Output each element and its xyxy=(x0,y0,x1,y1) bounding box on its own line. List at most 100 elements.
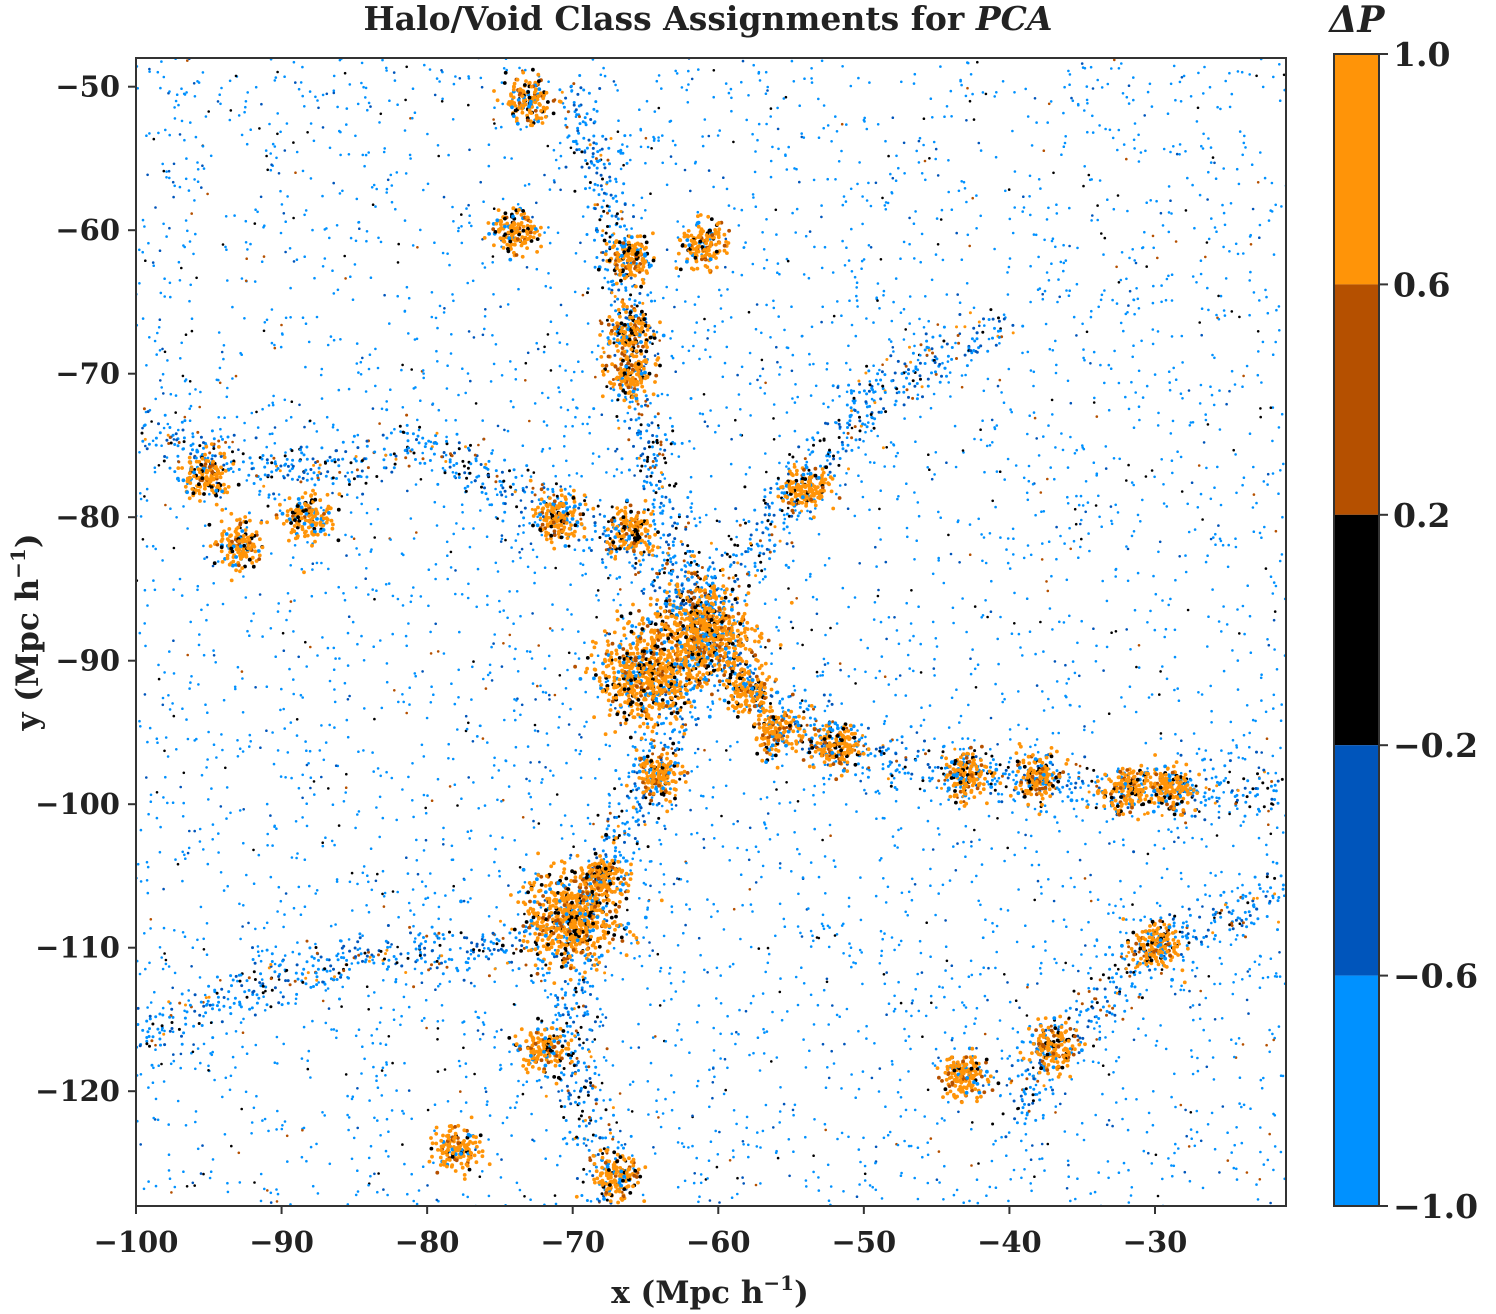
scatter-point xyxy=(1009,1092,1012,1096)
scatter-point xyxy=(145,364,148,367)
scatter-point xyxy=(863,788,866,792)
scatter-point xyxy=(1173,1072,1176,1076)
scatter-point xyxy=(855,1195,859,1198)
scatter-point xyxy=(1006,846,1009,850)
scatter-point xyxy=(821,838,824,842)
scatter-point xyxy=(196,588,199,592)
scatter-point xyxy=(444,419,448,422)
scatter-point xyxy=(1256,1198,1260,1201)
scatter-point xyxy=(1170,985,1173,988)
scatter-point xyxy=(608,801,611,805)
scatter-point xyxy=(1067,1175,1070,1178)
scatter-point xyxy=(710,915,713,919)
scatter-point xyxy=(547,654,551,658)
scatter-point xyxy=(936,827,940,830)
scatter-point xyxy=(812,362,815,366)
scatter-point xyxy=(754,1183,758,1187)
scatter-point xyxy=(519,128,522,131)
scatter-point xyxy=(196,180,200,183)
scatter-point xyxy=(168,133,171,137)
scatter-point xyxy=(1065,578,1069,582)
scatter-point xyxy=(363,1057,366,1061)
scatter-point xyxy=(597,455,601,458)
scatter-point xyxy=(1259,415,1262,419)
scatter-point xyxy=(219,496,222,499)
scatter-point xyxy=(894,277,898,280)
scatter-point xyxy=(469,897,472,900)
scatter-point xyxy=(1196,1056,1199,1060)
scatter-point xyxy=(1178,153,1181,156)
scatter-point xyxy=(202,937,205,941)
scatter-point xyxy=(566,1030,570,1034)
scatter-point xyxy=(190,317,194,321)
scatter-point xyxy=(218,366,222,370)
scatter-point xyxy=(1053,660,1057,663)
scatter-point xyxy=(1278,975,1282,978)
scatter-point xyxy=(461,511,464,514)
scatter-point xyxy=(462,899,466,903)
scatter-point xyxy=(912,634,915,638)
scatter-point xyxy=(161,347,164,351)
scatter-point xyxy=(387,1130,390,1133)
scatter-point xyxy=(1007,188,1011,191)
scatter-point xyxy=(1029,369,1033,372)
scatter-point xyxy=(518,524,521,528)
scatter-point xyxy=(495,906,498,909)
scatter-point xyxy=(689,808,692,812)
scatter-point xyxy=(491,776,494,779)
scatter-point xyxy=(273,1061,277,1064)
scatter-point xyxy=(821,1042,825,1046)
scatter-point xyxy=(244,219,248,223)
scatter-point xyxy=(865,127,869,131)
scatter-point xyxy=(286,195,289,198)
scatter-point xyxy=(991,441,994,444)
scatter-point xyxy=(593,1038,597,1041)
scatter-point xyxy=(466,900,470,904)
scatter-point xyxy=(279,130,282,134)
scatter-point xyxy=(436,1020,440,1023)
scatter-point xyxy=(748,888,752,891)
scatter-point xyxy=(1034,513,1037,517)
scatter-point xyxy=(850,270,854,273)
scatter-point xyxy=(1030,863,1034,867)
scatter-point xyxy=(715,966,719,970)
scatter-point xyxy=(1031,945,1035,949)
scatter-point xyxy=(1134,710,1138,714)
scatter-point xyxy=(529,761,532,764)
scatter-point xyxy=(1121,92,1125,95)
scatter-point xyxy=(1054,245,1057,249)
scatter-point xyxy=(197,81,201,84)
scatter-point xyxy=(200,773,204,777)
scatter-point xyxy=(832,1062,836,1065)
scatter-point xyxy=(463,1033,466,1036)
scatter-point xyxy=(644,883,647,886)
scatter-point xyxy=(1170,1164,1173,1167)
scatter-point xyxy=(515,1101,518,1104)
scatter-point xyxy=(557,726,560,729)
scatter-point xyxy=(799,931,802,935)
scatter-point xyxy=(1235,1167,1238,1171)
scatter-point xyxy=(724,237,728,241)
scatter-point xyxy=(155,737,159,740)
scatter-point xyxy=(1141,246,1144,250)
scatter-point xyxy=(265,318,269,322)
scatter-point xyxy=(823,563,827,567)
scatter-point xyxy=(1090,219,1093,222)
scatter-point xyxy=(837,160,841,163)
scatter-point xyxy=(1039,972,1043,975)
scatter-point xyxy=(497,769,501,772)
scatter-point xyxy=(958,561,961,564)
scatter-point xyxy=(1091,114,1094,118)
scatter-point xyxy=(168,650,171,653)
scatter-point xyxy=(1195,1109,1199,1113)
scatter-point xyxy=(732,907,736,911)
scatter-point xyxy=(802,273,806,276)
scatter-point xyxy=(481,737,485,740)
scatter-point xyxy=(689,711,692,714)
scatter-point xyxy=(436,650,440,653)
scatter-point xyxy=(796,395,799,399)
scatter-point xyxy=(817,1176,820,1179)
scatter-point xyxy=(868,1184,872,1187)
scatter-point xyxy=(600,413,604,417)
scatter-point xyxy=(1145,862,1149,865)
